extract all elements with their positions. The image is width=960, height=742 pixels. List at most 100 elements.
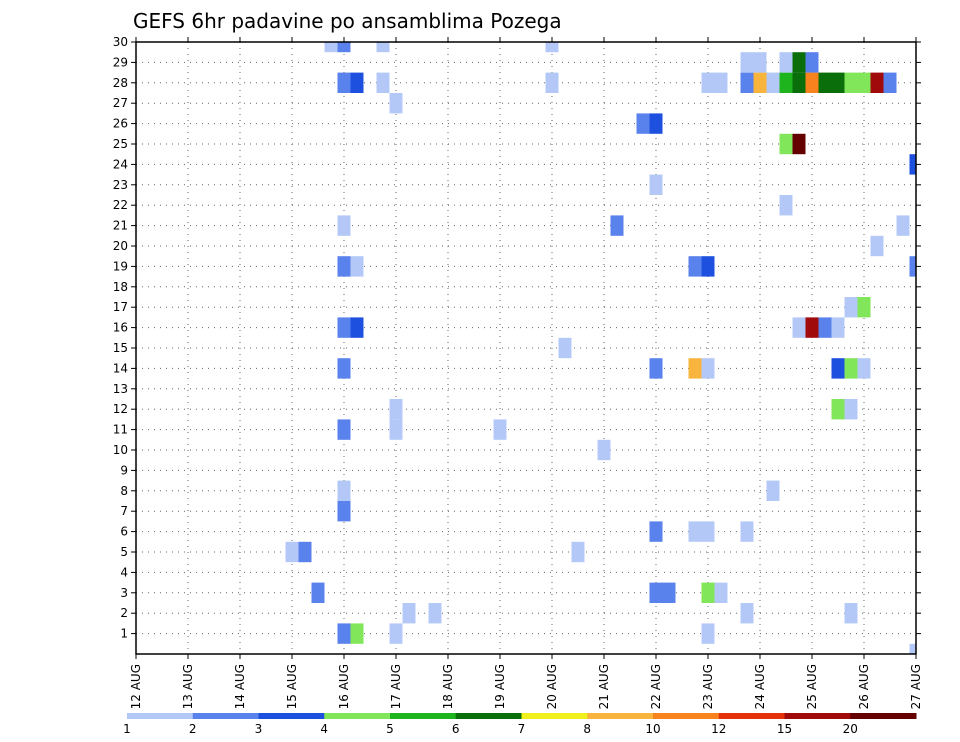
- heatmap-cell: [831, 358, 845, 379]
- legend-swatch: [718, 713, 785, 719]
- heatmap-cell: [909, 256, 916, 277]
- heatmap-cell: [688, 256, 702, 277]
- legend-level-label: 15: [777, 722, 792, 736]
- heatmap-cell: [753, 52, 767, 73]
- heatmap-cell: [688, 521, 702, 542]
- heatmap-cell: [337, 501, 351, 522]
- heatmap-cell: [740, 52, 754, 73]
- x-axis-ticks: 12 AUG 13 AUG 14 AUG 15 AUG 16 AUG 17 AUG 18 A…: [129, 37, 923, 709]
- color-legend: 1 2 3 4 5 6 7 8 10 12 15 20: [123, 713, 917, 736]
- heatmap-cell: [792, 133, 806, 155]
- heatmap-cell: [337, 358, 351, 379]
- legend-swatch: [324, 713, 391, 719]
- legend-swatch: [390, 713, 457, 719]
- legend-swatch: [521, 713, 588, 719]
- x-tick-label: 20 AUG: [545, 664, 559, 709]
- y-tick-label: 7: [120, 504, 128, 518]
- x-tick-label: 17 AUG: [389, 664, 403, 709]
- heatmap-cell: [909, 643, 916, 654]
- heatmap-cell: [831, 317, 845, 338]
- heatmap-cell: [350, 317, 364, 338]
- heatmap-cell: [311, 582, 325, 603]
- x-tick-label: 21 AUG: [597, 664, 611, 709]
- heatmap-cell: [701, 358, 715, 379]
- y-tick-label: 13: [113, 382, 128, 396]
- heatmap-cell: [324, 42, 338, 53]
- y-tick-label: 24: [113, 157, 128, 171]
- y-tick-label: 23: [113, 178, 128, 192]
- heatmap-cell: [766, 480, 780, 501]
- heatmap-cell: [597, 439, 611, 461]
- heatmap-cell: [701, 582, 715, 603]
- heatmap-cell: [389, 419, 403, 440]
- heatmap-cell: [337, 256, 351, 277]
- heatmap-cell: [701, 72, 715, 93]
- heatmap-cell: [844, 399, 858, 420]
- heatmap-cell: [844, 72, 858, 93]
- y-tick-label: 16: [113, 321, 128, 335]
- heatmap-cell: [649, 582, 663, 603]
- heatmap-cell: [649, 113, 663, 134]
- y-tick-label: 28: [113, 76, 128, 90]
- heatmap-cell: [870, 72, 884, 93]
- x-tick-label: 14 AUG: [233, 664, 247, 709]
- legend-level-label: 8: [583, 722, 591, 736]
- x-tick-label: 16 AUG: [337, 664, 351, 709]
- heatmap-cell: [831, 399, 845, 420]
- heatmap-cell: [285, 541, 299, 563]
- heatmap-cell: [389, 399, 403, 420]
- legend-swatch: [784, 713, 851, 719]
- heatmap-cell: [805, 52, 819, 73]
- heatmap-cell: [350, 623, 364, 644]
- legend-swatch: [587, 713, 654, 719]
- heatmap-cell: [792, 72, 806, 93]
- heatmap-cell: [545, 42, 559, 53]
- heatmap-cell: [350, 72, 364, 93]
- y-tick-label: 30: [113, 35, 128, 49]
- legend-level-label: 2: [189, 722, 197, 736]
- y-tick-label: 5: [120, 545, 128, 559]
- x-tick-label: 23 AUG: [701, 664, 715, 709]
- y-tick-label: 8: [120, 484, 128, 498]
- heatmap-cell: [766, 72, 780, 93]
- heatmap-cell: [909, 154, 916, 175]
- y-tick-label: 26: [113, 117, 128, 131]
- legend-level-label: 10: [645, 722, 660, 736]
- x-tick-label: 24 AUG: [753, 664, 767, 709]
- y-tick-label: 4: [120, 565, 128, 579]
- heatmap-cell: [636, 113, 650, 134]
- heatmap-cell: [753, 72, 767, 93]
- legend-swatch: [653, 713, 720, 719]
- heatmap-cell: [714, 582, 728, 603]
- legend-swatch: [127, 713, 194, 719]
- x-tick-label: 22 AUG: [649, 664, 663, 709]
- grid-lines: [136, 41, 916, 654]
- y-tick-label: 9: [120, 463, 128, 477]
- heatmap-cell: [688, 358, 702, 379]
- heatmap-cell: [558, 337, 572, 359]
- heatmap-cell: [896, 215, 910, 236]
- heatmap-cell: [805, 317, 819, 338]
- heatmap-cell: [389, 93, 403, 114]
- legend-level-label: 7: [518, 722, 526, 736]
- x-tick-label: 25 AUG: [805, 664, 819, 709]
- heatmap-cell: [831, 72, 845, 93]
- y-axis-ticks: 1234567891011121314151617181920212223242…: [113, 35, 921, 641]
- heatmap-cell: [701, 521, 715, 542]
- heatmap-cell: [337, 623, 351, 644]
- x-tick-label: 26 AUG: [857, 664, 871, 709]
- heatmap-cell: [389, 623, 403, 644]
- heatmap-cell: [337, 215, 351, 236]
- heatmap-cell: [857, 72, 871, 93]
- y-tick-label: 22: [113, 198, 128, 212]
- y-tick-label: 12: [113, 402, 128, 416]
- heatmap-cell: [844, 358, 858, 379]
- heatmap-cells: [285, 42, 916, 654]
- heatmap-cell: [779, 195, 793, 216]
- heatmap-cell: [649, 521, 663, 542]
- heatmap-cell: [883, 72, 897, 93]
- legend-level-label: 1: [123, 722, 131, 736]
- y-tick-label: 3: [120, 586, 128, 600]
- heatmap-cell: [818, 317, 832, 338]
- heatmap-cell: [792, 317, 806, 338]
